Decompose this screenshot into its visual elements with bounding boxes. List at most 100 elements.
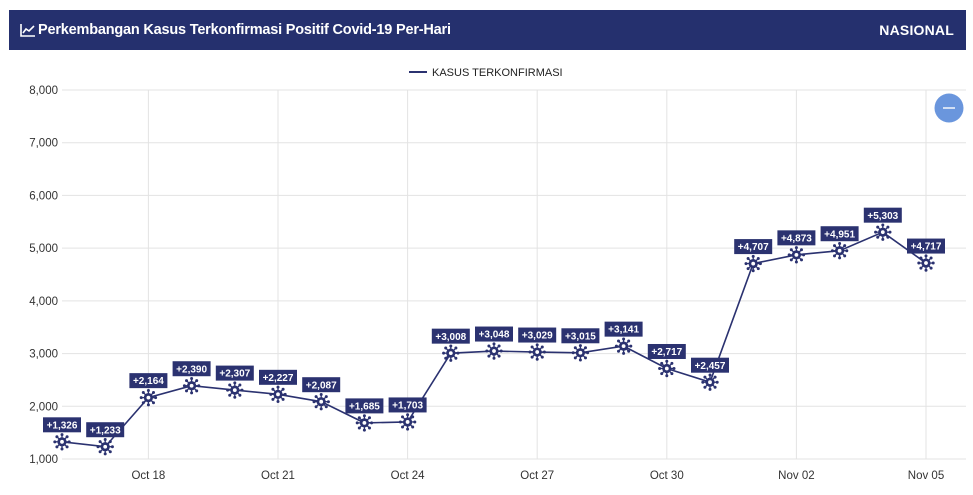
virus-spike-tip (406, 427, 410, 431)
virus-spike-tip (586, 351, 590, 355)
data-label-text: +3,008 (435, 332, 466, 343)
virus-spike-tip (185, 389, 189, 393)
data-label-text: +1,685 (349, 401, 380, 412)
virus-spike-tip (182, 384, 186, 388)
virus-spike-tip (195, 379, 199, 383)
virus-spike-tip (401, 425, 405, 429)
virus-icon (485, 342, 503, 360)
virus-spike-tip (362, 428, 366, 432)
line-chart-icon (20, 24, 35, 37)
virus-spike-tip (487, 354, 491, 358)
y-tick-label: 3,000 (29, 349, 58, 361)
virus-spike-tip (845, 249, 849, 253)
y-tick-label: 8,000 (29, 85, 58, 97)
virus-spike-tip (665, 374, 669, 378)
virus-spike-tip (881, 237, 885, 241)
data-label-text: +2,457 (695, 361, 726, 372)
virus-spike-tip (67, 440, 71, 444)
virus-spike-tip (744, 262, 748, 266)
virus-spike-tip (108, 450, 112, 454)
data-label-box (907, 238, 945, 254)
virus-icon (701, 373, 719, 391)
data-label-text: +4,951 (824, 229, 855, 240)
virus-core (103, 444, 108, 449)
data-label-box (647, 343, 686, 359)
data-label-box (215, 365, 254, 381)
virus-spike-tip (456, 351, 460, 355)
data-label-box (820, 226, 859, 242)
virus-spike-tip (708, 387, 712, 391)
virus-spike-tip (670, 361, 674, 365)
virus-core (751, 261, 756, 266)
virus-spike-tip (919, 256, 923, 260)
virus-spike-tip (833, 244, 837, 248)
virus-spike-tip (53, 440, 57, 444)
virus-spike-tip (614, 344, 618, 348)
virus-spike-tip (492, 342, 496, 346)
data-label-box (777, 230, 816, 246)
virus-spike-tip (98, 450, 102, 454)
virus-spike-tip (65, 435, 69, 439)
data-label-text: +4,873 (781, 233, 812, 244)
virus-spike-tip (406, 413, 410, 417)
title-wrap: Perkembangan Kasus Terkonfirmasi Positif… (20, 10, 451, 50)
virus-spike-tip (540, 345, 544, 349)
zoom-button[interactable] (934, 93, 964, 123)
data-label: +2,390 (172, 361, 211, 377)
virus-spike-tip (629, 344, 633, 348)
x-axis: Oct 18 Oct 21 Oct 24 Oct 27 Oct 30 Nov 02 Nov … (131, 470, 944, 482)
virus-spike-tip (444, 356, 448, 360)
data-label: +3,029 (518, 327, 557, 343)
y-tick-label: 4,000 (29, 296, 58, 308)
virus-spike-tip (751, 269, 755, 273)
data-label-box (345, 398, 384, 414)
chart-title: Perkembangan Kasus Terkonfirmasi Positif… (38, 22, 451, 38)
virus-spike-tip (139, 396, 143, 400)
virus-spike-tip (497, 344, 501, 348)
virus-spike-tip (103, 452, 107, 456)
virus-spike-tip (703, 375, 707, 379)
virus-spike-tip (444, 346, 448, 350)
data-label-box (172, 361, 211, 377)
virus-spike-tip (228, 393, 232, 397)
virus-spike-tip (355, 421, 359, 425)
virus-spike-tip (103, 438, 107, 442)
virus-icon (182, 377, 201, 395)
virus-spike-tip (528, 350, 532, 354)
virus-core (924, 261, 928, 265)
virus-spike-tip (583, 356, 587, 360)
virus-spike-tip (108, 440, 112, 444)
chart-grid (62, 89, 966, 460)
virus-spike-tip (888, 230, 892, 234)
virus-core (60, 439, 64, 444)
data-label: +3,048 (475, 326, 513, 342)
virus-spike-tip (758, 262, 762, 266)
virus-spike-tip (151, 401, 155, 405)
virus-icon (312, 392, 330, 411)
virus-spike-tip (833, 254, 837, 258)
data-label-box (475, 326, 513, 342)
virus-spike-tip (324, 395, 328, 399)
virus-spike-tip (190, 377, 194, 381)
virus-spike-tip (713, 375, 717, 379)
virus-icon (571, 344, 590, 362)
virus-spike-tip (487, 344, 491, 348)
virus-core (405, 420, 410, 424)
data-label-text: +1,703 (392, 401, 423, 412)
virus-spike-tip (789, 258, 793, 262)
data-label: +4,707 (734, 239, 773, 255)
x-tick-label: Oct 24 (391, 470, 425, 482)
data-label-text: +2,164 (133, 376, 164, 387)
virus-spike-tip (271, 397, 275, 401)
data-label-box (302, 377, 341, 393)
virus-spike-tip (146, 388, 150, 392)
virus-core (319, 399, 324, 404)
virus-spike-tip (276, 400, 280, 404)
virus-spike-tip (573, 346, 577, 350)
x-tick-label: Oct 27 (520, 470, 554, 482)
virus-icon (355, 414, 374, 432)
data-label-text: +2,087 (306, 380, 337, 391)
virus-core (492, 349, 496, 353)
region-label: NASIONAL (879, 22, 954, 38)
data-label-text: +4,717 (911, 242, 942, 253)
